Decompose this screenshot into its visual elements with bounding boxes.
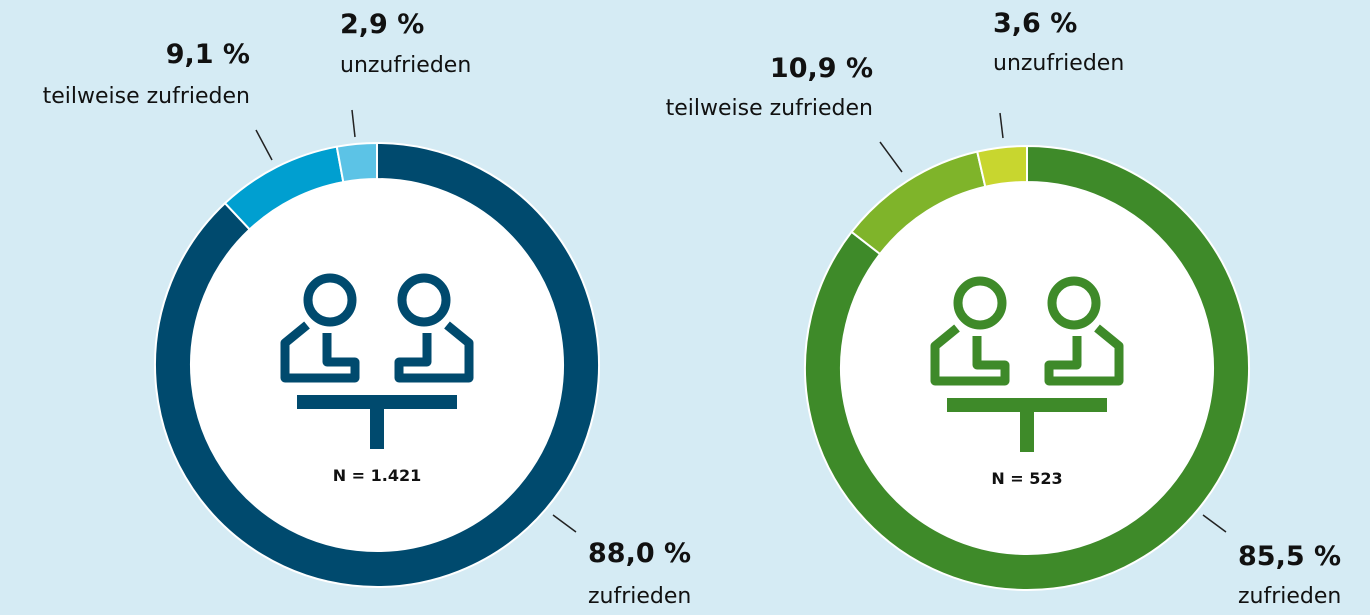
icon-head: [953, 276, 1007, 330]
icon-body: [280, 321, 360, 383]
category-label: zufrieden: [1238, 584, 1341, 609]
leader-line: [999, 112, 1004, 139]
icon-body: [394, 321, 474, 383]
value-label: 85,5 %: [1238, 541, 1341, 572]
donut-segment: [154, 141, 600, 588]
icon-table: [297, 395, 457, 409]
icon-head: [1047, 276, 1101, 330]
icon-head: [303, 273, 357, 327]
meeting-icon: [280, 273, 474, 383]
meeting-icon: [930, 276, 1124, 386]
leader-line: [552, 514, 577, 533]
leader-line: [1202, 514, 1227, 533]
sample-size: N = 523: [991, 469, 1062, 488]
value-label: 10,9 %: [770, 53, 873, 84]
category-label: teilweise zufrieden: [666, 96, 873, 121]
icon-table: [947, 398, 1107, 412]
icon-table-leg: [1020, 412, 1034, 452]
category-label: unzufrieden: [993, 51, 1124, 76]
icon-head: [397, 273, 451, 327]
leader-line: [351, 109, 356, 138]
category-label: teilweise zufrieden: [43, 84, 250, 109]
donut-segment: [976, 144, 1028, 188]
icon-body: [930, 324, 1010, 386]
icon-table-leg: [370, 409, 384, 449]
category-label: unzufrieden: [340, 53, 471, 78]
icon-body: [1044, 324, 1124, 386]
value-label: 3,6 %: [993, 8, 1077, 39]
value-label: 88,0 %: [588, 538, 691, 569]
donut-center: [841, 182, 1213, 554]
value-label: 2,9 %: [340, 9, 424, 40]
leader-line: [255, 129, 273, 161]
value-label: 9,1 %: [166, 39, 250, 70]
sample-size: N = 1.421: [333, 466, 422, 485]
category-label: zufrieden: [588, 584, 691, 609]
leader-line: [879, 141, 903, 173]
donut-segment: [804, 144, 1250, 591]
donut-center: [191, 179, 563, 551]
donut-segment: [335, 141, 378, 184]
